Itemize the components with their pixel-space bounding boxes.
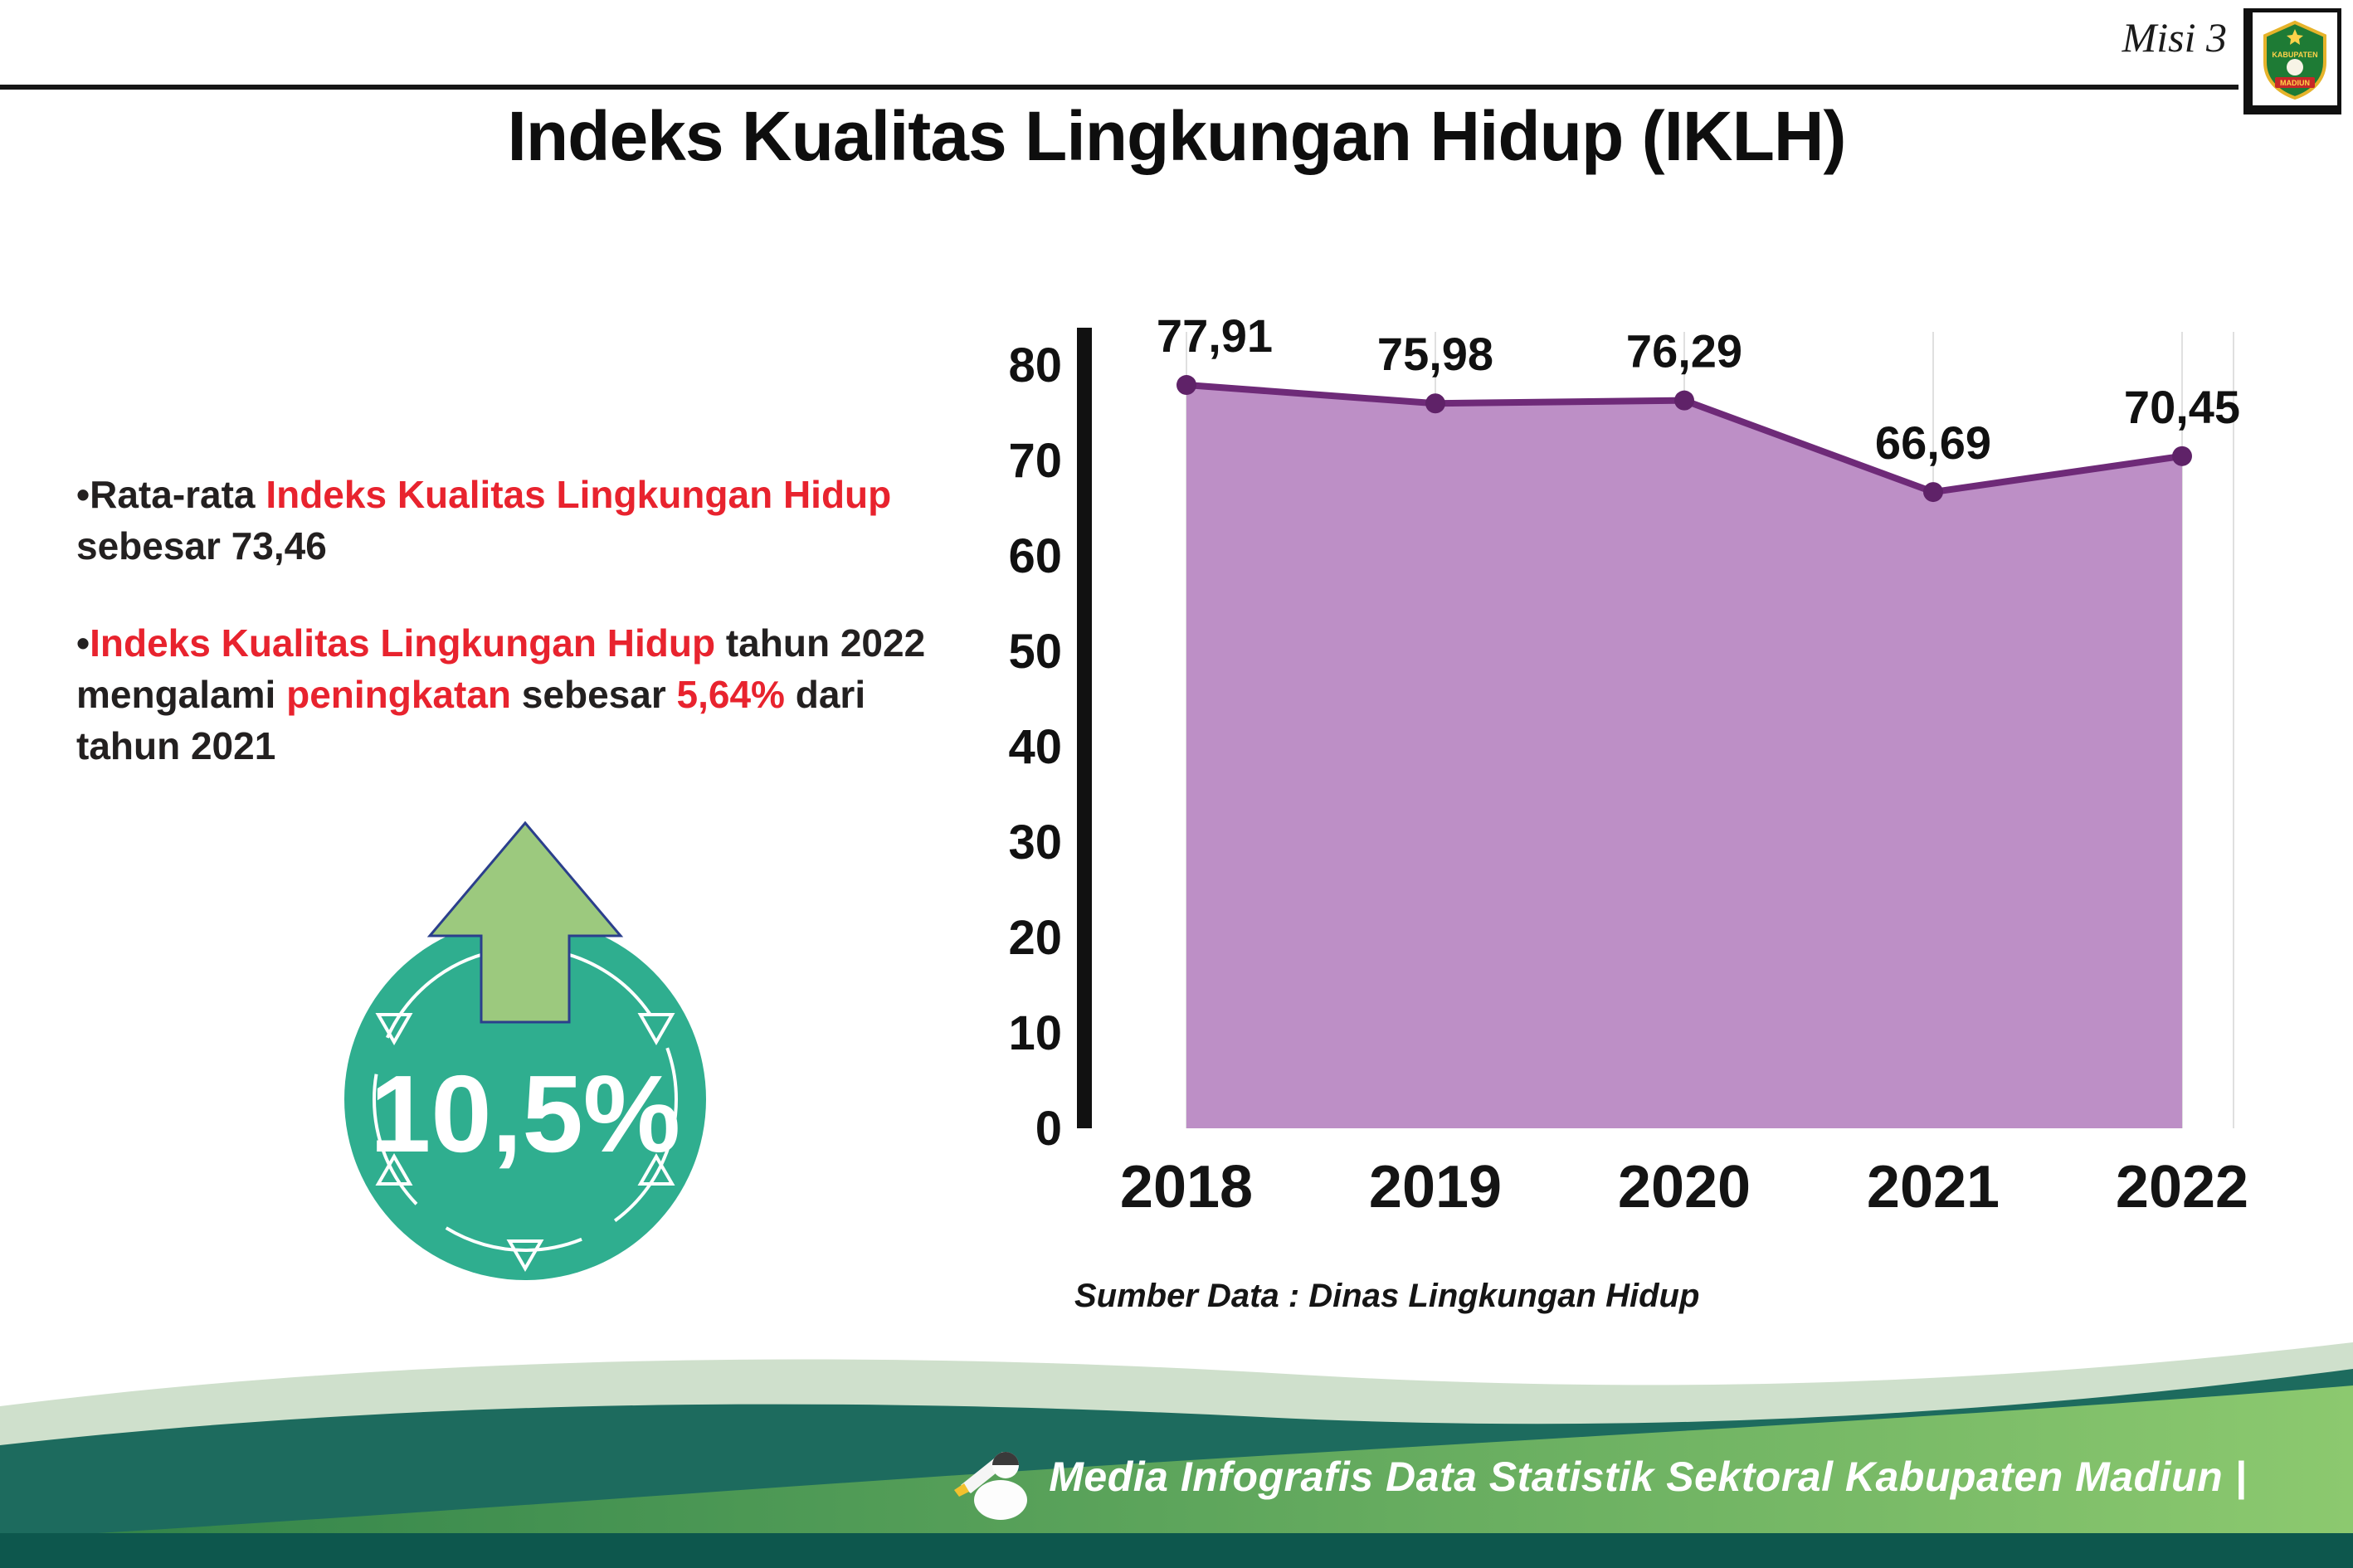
y-tick-label: 60 [1008, 529, 1062, 583]
mascot-body [974, 1480, 1028, 1520]
page-title: Indeks Kualitas Lingkungan Hidup (IKLH) [507, 97, 1846, 175]
bullet1-text: Rata-rata [90, 473, 266, 516]
footer-wave-green [0, 1385, 2353, 1568]
bullet2-highlight-3: 5,64% [676, 672, 785, 716]
badge-ring [373, 947, 678, 1252]
data-point [1923, 482, 1943, 503]
x-tick-label: 2022 [2116, 1154, 2248, 1220]
footer-credit: Media Infografis Data Statistik Sektoral… [1049, 1454, 2247, 1500]
crest-text-bottom: MADIUN [2280, 79, 2310, 87]
crest-text-top: KABUPATEN [2272, 51, 2317, 59]
value-label: 76,29 [1626, 325, 1742, 377]
data-point [1176, 375, 1196, 396]
data-point [1425, 393, 1445, 414]
bullet1-highlight: Indeks Kualitas Lingkungan Hidup [266, 473, 892, 516]
bullet2-text-2: sebesar [511, 672, 677, 716]
y-tick-label: 50 [1008, 625, 1062, 679]
badge-circle [344, 918, 706, 1280]
ring-tick-triangle [375, 1153, 413, 1186]
y-tick-label: 40 [1008, 720, 1062, 774]
data-source: Sumber Data : Dinas Lingkungan Hidup [1074, 1278, 1700, 1314]
mascot-hair [992, 1452, 1020, 1465]
bullet2-text-3: dari tahun 2021 [76, 672, 866, 767]
y-tick-label: 30 [1008, 816, 1062, 869]
footer-wave-graphic [0, 1342, 2353, 1568]
x-tick-label: 2018 [1120, 1154, 1253, 1220]
mascot-pen-tip [954, 1483, 970, 1497]
bullet-increase-2022: •Indeks Kualitas Lingkungan Hidup tahun … [76, 618, 964, 772]
kabupaten-madiun-logo: KABUPATEN MADIUN [2243, 8, 2341, 114]
bullet-marker: • [76, 621, 90, 665]
ring-tick-triangle [637, 1012, 675, 1045]
y-tick-label: 70 [1008, 434, 1062, 488]
mascot-icon [954, 1452, 1028, 1520]
bullet2-highlight-1: Indeks Kualitas Lingkungan Hidup [90, 621, 716, 665]
value-label: 75,98 [1377, 328, 1493, 380]
bullet2-highlight-2: peningkatan [286, 672, 512, 716]
y-tick-label: 0 [1035, 1102, 1062, 1156]
y-axis [1077, 328, 1092, 1128]
data-point [2172, 446, 2192, 466]
value-label: 77,91 [1157, 309, 1273, 362]
footer-credit-row: Media Infografis Data Statistik Sektoral… [952, 1434, 2247, 1520]
x-tick-label: 2020 [1618, 1154, 1751, 1220]
bullet-average-iklh: •Rata-rata Indeks Kualitas Lingkungan Hi… [76, 470, 964, 572]
crest-ribbon [2275, 77, 2315, 88]
logo-crest: KABUPATEN MADIUN [2263, 20, 2326, 100]
summary-bullets: •Rata-rata Indeks Kualitas Lingkungan Hi… [76, 470, 964, 818]
ring-tick-triangle [375, 1012, 413, 1045]
increase-badge: 10,5% [314, 813, 737, 1303]
y-tick-label: 10 [1008, 1006, 1062, 1060]
increase-badge-graphic: 10,5% [344, 821, 706, 1280]
y-tick-label: 80 [1008, 338, 1062, 392]
bullet2-text-1: tahun 2022 mengalami [76, 621, 926, 716]
footer-waves [0, 1319, 2353, 1568]
crest-star-icon [2287, 29, 2303, 45]
footer-bottom-bar [0, 1533, 2353, 1568]
value-label: 70,45 [2124, 381, 2240, 433]
bullet1-text-end: sebesar 73,46 [76, 523, 327, 567]
bullet-marker: • [76, 473, 90, 516]
up-arrow-icon [426, 821, 624, 1024]
data-point [1674, 390, 1694, 411]
top-rule [0, 85, 2239, 90]
ring-tick-triangle [637, 1153, 675, 1186]
x-tick-label: 2019 [1369, 1154, 1502, 1220]
iklh-chart: 0 10 20 30 40 50 60 70 80 77,91 75,98 76,29 66,69 70,… [979, 274, 2273, 1286]
iklh-area-chart: 0 10 20 30 40 50 60 70 80 77,91 75,98 76,29 66,69 70,… [1008, 309, 2248, 1220]
badge-value: 10,5% [370, 1053, 680, 1175]
crest-emblem [2287, 59, 2303, 75]
misi-label: Misi 3 [2122, 14, 2227, 61]
area-fill [1186, 385, 2182, 1128]
value-label: 66,69 [1875, 416, 1991, 469]
ring-tick-triangle [506, 1239, 544, 1273]
y-tick-label: 20 [1008, 911, 1062, 965]
x-tick-label: 2021 [1867, 1154, 2000, 1220]
